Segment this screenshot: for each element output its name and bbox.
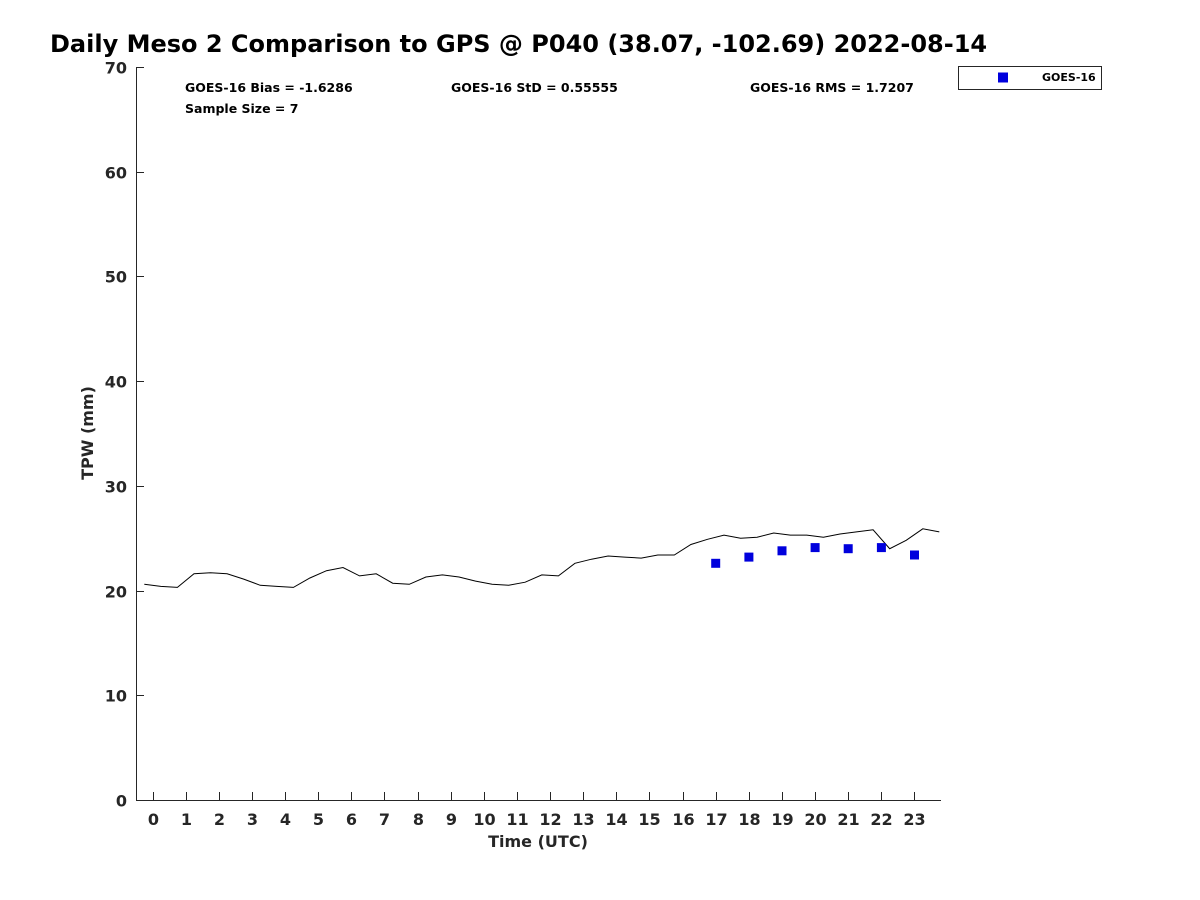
x-tick-label: 12 (539, 810, 561, 829)
goes16-marker (876, 543, 886, 553)
x-tick-label: 3 (247, 810, 258, 829)
x-tick-label: 21 (837, 810, 859, 829)
y-tick-label: 60 (105, 164, 127, 183)
x-tick-label: 9 (446, 810, 457, 829)
annotation-std: GOES-16 StD = 0.55555 (451, 80, 618, 95)
x-tick-label: 0 (148, 810, 159, 829)
annotation-sample-size: Sample Size = 7 (185, 101, 298, 116)
x-tick-label: 14 (605, 810, 627, 829)
x-tick-label: 7 (379, 810, 390, 829)
x-tick-label: 15 (638, 810, 660, 829)
x-tick-label: 23 (903, 810, 925, 829)
y-tick-label: 20 (105, 583, 127, 602)
goes16-marker (843, 544, 853, 554)
y-tick-label: 30 (105, 478, 127, 497)
annotation-rms: GOES-16 RMS = 1.7207 (750, 80, 914, 95)
x-tick-label: 5 (313, 810, 324, 829)
legend-label: GOES-16 (1042, 71, 1096, 84)
y-tick-label: 70 (105, 59, 127, 78)
y-axis-label: TPW (mm) (78, 386, 97, 480)
x-tick-label: 19 (771, 810, 793, 829)
x-tick-label: 17 (705, 810, 727, 829)
goes16-marker (777, 546, 787, 556)
y-tick-label: 0 (116, 792, 127, 811)
x-tick-label: 6 (346, 810, 357, 829)
legend-marker (998, 72, 1008, 83)
x-tick-label: 11 (506, 810, 528, 829)
y-tick-label: 50 (105, 268, 127, 287)
goes16-marker (744, 552, 754, 562)
legend: GOES-16 (958, 66, 1102, 90)
y-tick-label: 40 (105, 373, 127, 392)
x-tick-label: 2 (214, 810, 225, 829)
goes16-marker (910, 550, 919, 560)
goes16-marker (711, 558, 721, 568)
x-tick-label: 13 (572, 810, 594, 829)
legend-box (958, 66, 1102, 90)
chart-title: Daily Meso 2 Comparison to GPS @ P040 (3… (50, 30, 988, 58)
x-tick-label: 8 (413, 810, 424, 829)
x-tick-label: 22 (870, 810, 892, 829)
x-tick-label: 10 (473, 810, 495, 829)
y-tick-label: 10 (105, 687, 127, 706)
goes16-marker (810, 543, 820, 553)
gps-tpw-line (144, 528, 940, 588)
x-tick-label: 4 (280, 810, 291, 829)
x-tick-label: 18 (738, 810, 760, 829)
annotation-bias: GOES-16 Bias = -1.6286 (185, 80, 353, 95)
x-tick-label: 16 (672, 810, 694, 829)
x-tick-label: 1 (181, 810, 192, 829)
x-tick-label: 20 (804, 810, 826, 829)
x-axis-label: Time (UTC) (488, 832, 588, 851)
